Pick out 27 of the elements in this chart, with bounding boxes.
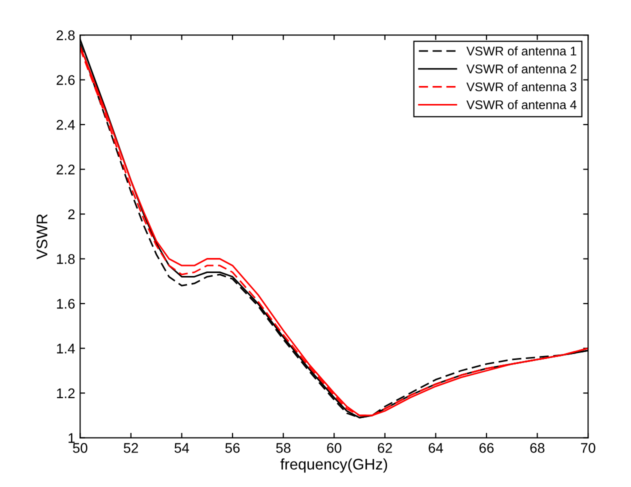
x-tick-label: 68 [530, 443, 544, 453]
x-tick-label: 52 [124, 443, 138, 453]
y-tick-label: 2.4 [56, 120, 75, 130]
y-tick-label: 1 [68, 433, 75, 443]
y-tick-label: 2.2 [56, 164, 75, 174]
x-tick-label: 50 [72, 443, 88, 453]
legend-label: VSWR of antenna 2 [466, 64, 576, 74]
y-axis-title: VSWR [36, 214, 48, 260]
x-tick-label: 70 [581, 443, 596, 453]
y-tick-label: 1.4 [57, 344, 75, 354]
legend-label: VSWR of antenna 4 [466, 100, 576, 110]
y-tick-label: 1.2 [57, 388, 75, 398]
x-tick-label: 54 [174, 443, 190, 453]
x-tick-label: 64 [428, 443, 444, 453]
x-tick-label: 66 [479, 443, 494, 453]
y-tick-label: 1.6 [57, 298, 75, 309]
y-tick-label: 2.8 [56, 30, 75, 40]
y-tick-label: 2 [68, 209, 75, 220]
x-tick-label: 62 [378, 443, 392, 453]
x-tick-label: 60 [327, 443, 342, 453]
x-axis-title: frequency(GHz) [280, 458, 388, 473]
y-tick-label: 2.6 [56, 75, 75, 85]
y-tick-label: 1.8 [57, 254, 75, 264]
x-tick-label: 58 [276, 443, 290, 453]
x-tick-label: 56 [225, 443, 240, 453]
legend-label: VSWR of antenna 1 [466, 46, 576, 56]
legend-label: VSWR of antenna 3 [466, 82, 576, 92]
